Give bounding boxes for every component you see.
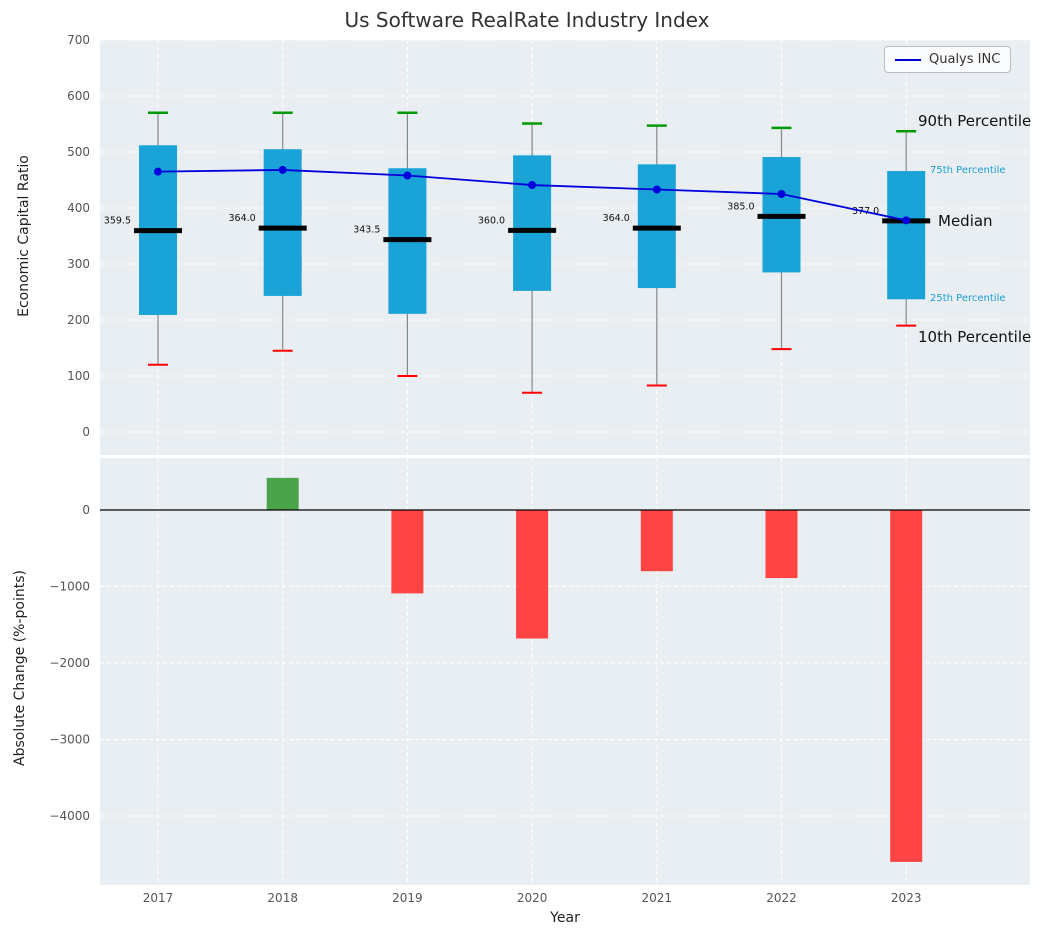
legend: Qualys INC xyxy=(884,46,1012,73)
svg-text:2021: 2021 xyxy=(642,891,673,905)
median-value-label: 343.5 xyxy=(353,225,380,236)
percentile-90-label: 90th Percentile xyxy=(918,112,1032,131)
top-y-axis-label: Economic Capital Ratio xyxy=(16,155,32,317)
svg-text:600: 600 xyxy=(67,89,90,103)
qualys-point xyxy=(902,216,911,225)
median-label: Median xyxy=(938,211,993,230)
svg-text:−4000: −4000 xyxy=(49,809,90,823)
iqr-box xyxy=(513,155,552,291)
median-value-label: 360.0 xyxy=(478,215,505,226)
svg-text:−2000: −2000 xyxy=(49,656,90,670)
svg-text:700: 700 xyxy=(67,33,90,47)
qualys-point xyxy=(528,181,537,190)
change-bars xyxy=(266,477,923,862)
bar-positive-2018 xyxy=(266,477,299,510)
top-panel-bg xyxy=(100,40,1030,455)
svg-text:400: 400 xyxy=(67,201,90,215)
svg-text:0: 0 xyxy=(82,503,90,517)
chart-title: Us Software RealRate Industry Index xyxy=(344,8,710,32)
legend-line-icon xyxy=(895,58,921,61)
qualys-point xyxy=(403,171,412,180)
bar-negative-2021 xyxy=(640,510,673,572)
svg-text:200: 200 xyxy=(67,313,90,327)
iqr-box xyxy=(887,171,926,300)
box-group-2021: 364.0 xyxy=(603,124,681,387)
svg-text:2022: 2022 xyxy=(766,891,797,905)
median-value-label: 364.0 xyxy=(228,213,255,224)
legend-series-label: Qualys INC xyxy=(929,52,1001,67)
box-group-2019: 343.5 xyxy=(353,111,432,377)
svg-text:−3000: −3000 xyxy=(49,733,90,747)
median-value-label: 364.0 xyxy=(603,213,630,224)
percentile-10-label: 10th Percentile xyxy=(918,327,1032,346)
svg-text:2020: 2020 xyxy=(517,891,548,905)
bar-negative-2020 xyxy=(516,510,549,639)
svg-text:300: 300 xyxy=(67,257,90,271)
median-value-label: 385.0 xyxy=(727,201,754,212)
percentile-75-label: 75th Percentile xyxy=(930,165,1006,177)
tick-labels: 0 100 200 300 400 500 600 700 0 −1000 −2000 −3000 −4… xyxy=(49,33,921,905)
svg-text:100: 100 xyxy=(67,369,90,383)
bottom-y-axis-label: Absolute Change (%-points) xyxy=(12,570,28,766)
percentile-25-label: 25th Percentile xyxy=(930,293,1006,305)
svg-text:2018: 2018 xyxy=(267,891,298,905)
box-group-2020: 360.0 xyxy=(478,122,557,394)
svg-text:2017: 2017 xyxy=(143,891,174,905)
svg-text:−1000: −1000 xyxy=(49,580,90,594)
bottom-panel-bg xyxy=(100,458,1030,885)
x-axis-label: Year xyxy=(550,910,580,926)
qualys-point xyxy=(278,165,287,174)
box-group-2022: 385.0 xyxy=(727,126,806,351)
qualys-point xyxy=(154,167,162,176)
bar-negative-2022 xyxy=(765,510,798,579)
svg-text:0: 0 xyxy=(82,425,90,439)
median-value-label: 359.5 xyxy=(104,216,131,227)
bar-negative-2023 xyxy=(890,510,923,862)
bar-negative-2019 xyxy=(391,510,424,594)
svg-text:2023: 2023 xyxy=(891,891,922,905)
svg-text:2019: 2019 xyxy=(392,891,423,905)
qualys-point xyxy=(652,185,661,194)
svg-text:500: 500 xyxy=(67,145,90,159)
qualys-point xyxy=(777,190,786,198)
